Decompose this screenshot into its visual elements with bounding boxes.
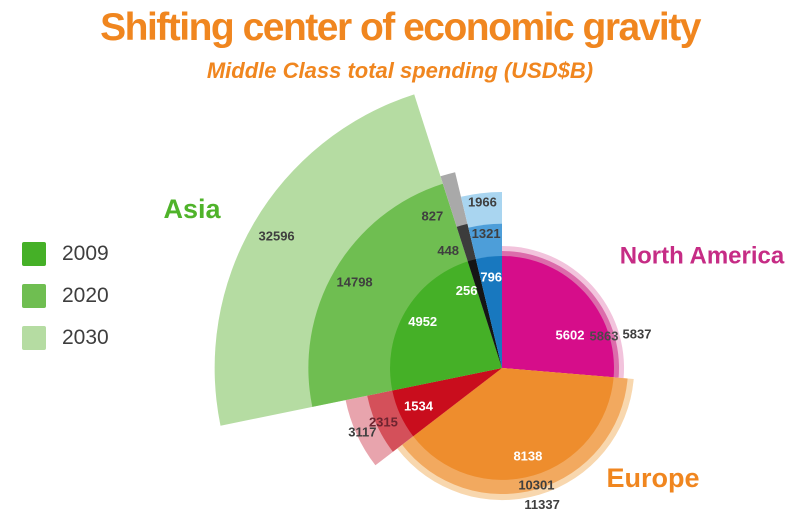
value-label-red-region-2009: 1534 — [404, 399, 434, 414]
value-label-north-america-2009: 5602 — [556, 328, 585, 343]
legend-label-2020: 2020 — [62, 284, 109, 307]
value-label-red-region-2030: 3117 — [348, 424, 376, 439]
page-title: Shifting center of economic gravity — [100, 6, 701, 49]
value-label-gray-region-2030: 827 — [422, 209, 444, 224]
legend-swatch-2009 — [22, 242, 46, 266]
value-label-red-region-2020: 2315 — [369, 415, 398, 430]
value-label-gray-region-2009: 256 — [456, 283, 478, 298]
wedge-red-region-2009 — [392, 368, 502, 437]
legend-item-2020: 2020 — [22, 284, 109, 308]
legend-swatch-2030 — [22, 326, 46, 350]
value-label-europe-2030: 11337 — [524, 497, 559, 512]
legend-label-2009: 2009 — [62, 242, 109, 265]
value-label-north-america-2030: 5837 — [623, 327, 652, 342]
legend-item-2009: 2009 — [22, 242, 109, 266]
legend-swatch-2020 — [22, 284, 46, 308]
value-label-europe-2009: 8138 — [513, 449, 542, 464]
region-label-asia: Asia — [163, 194, 221, 224]
region-label-europe: Europe — [606, 463, 699, 493]
value-label-asia-2030: 32596 — [259, 229, 295, 244]
value-label-asia-2009: 4952 — [408, 314, 437, 329]
value-label-gray-region-2020: 448 — [437, 243, 459, 258]
page-subtitle: Middle Class total spending (USD$B) — [206, 58, 594, 83]
value-label-north-america-2020: 5863 — [590, 329, 619, 344]
value-label-blue-region-2030: 1966 — [468, 195, 497, 210]
wedge-europe-2009 — [413, 368, 614, 480]
region-label-north-america: North America — [620, 243, 785, 270]
wedge-gray-region-2009 — [467, 259, 502, 368]
value-label-blue-region-2009: 796 — [480, 269, 502, 284]
value-label-europe-2020: 10301 — [518, 478, 554, 493]
wedge-asia-2009 — [390, 261, 502, 391]
legend-label-2030: 2030 — [62, 326, 109, 349]
value-label-blue-region-2020: 1321 — [472, 226, 501, 241]
wedge-blue-region-2009 — [475, 256, 502, 368]
value-label-asia-2020: 14798 — [337, 274, 373, 289]
legend-item-2030: 2030 — [22, 326, 109, 350]
wedge-north-america-2009 — [502, 256, 614, 378]
legend: 2009 2020 2030 — [22, 242, 109, 368]
